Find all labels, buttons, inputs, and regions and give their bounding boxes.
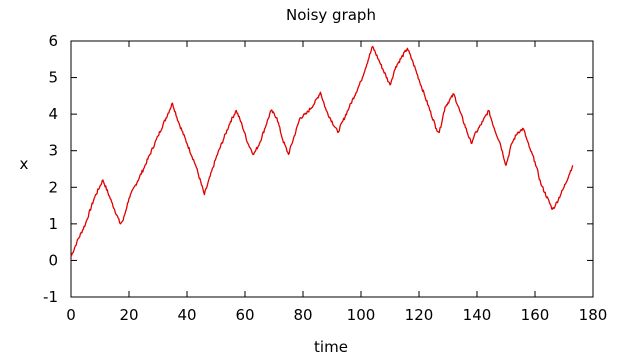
x-tick-label: 0	[66, 306, 76, 324]
x-tick-label: 120	[405, 306, 434, 324]
series-line	[70, 45, 574, 258]
y-tick-label: 0	[48, 251, 58, 269]
x-axis-label: time	[314, 338, 348, 356]
y-tick-label: 5	[48, 69, 58, 87]
y-tick-label: 4	[48, 105, 58, 123]
y-tick-label: 6	[48, 32, 58, 50]
y-tick-label: 3	[48, 142, 58, 160]
y-tick-label: 2	[48, 178, 58, 196]
x-tick-label: 60	[235, 306, 254, 324]
y-axis-label: x	[20, 155, 29, 173]
x-tick-label: 80	[293, 306, 312, 324]
y-tick-label: -1	[43, 288, 58, 306]
x-tick-label: 140	[463, 306, 492, 324]
x-tick-label: 100	[347, 306, 376, 324]
plot-frame	[70, 40, 594, 298]
x-tick-label: 40	[177, 306, 196, 324]
x-tick-label: 20	[119, 306, 138, 324]
x-tick-label: 160	[521, 306, 550, 324]
chart-title: Noisy graph	[286, 6, 376, 24]
axis-ticks	[70, 40, 594, 298]
y-tick-label: 1	[48, 215, 58, 233]
x-tick-label: 180	[579, 306, 608, 324]
axis-tick-labels: 0 20 40 60 80 100 120 140 160 180 -1 0 1 2 3 4 5 6	[43, 32, 607, 324]
